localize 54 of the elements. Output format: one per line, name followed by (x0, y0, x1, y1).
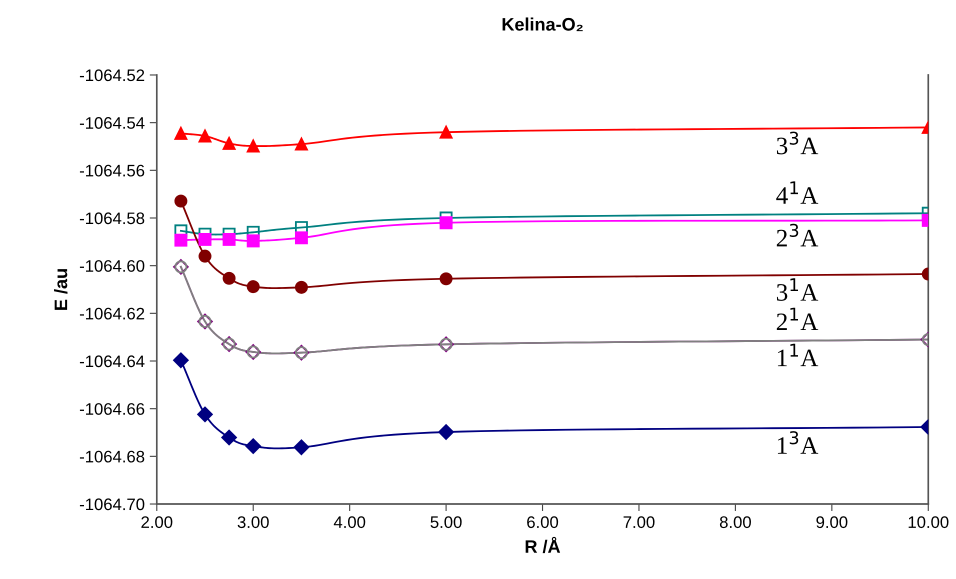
point (222, 232, 236, 246)
point (174, 234, 188, 247)
x-tick-label: 7.00 (624, 516, 655, 528)
y-tick-label: -1064.70 (80, 498, 144, 510)
series-label: 3$^{1}$A (776, 278, 818, 301)
x-tick-label: 4.00 (334, 516, 366, 528)
x-tick-label: 6.00 (527, 516, 558, 528)
point (174, 194, 188, 208)
series-label: 1$^{1}$A (778, 344, 818, 366)
x-tick-label: 2.00 (141, 516, 172, 528)
y-tick-label: -1064.56 (80, 164, 144, 177)
y-tick-label: -1064.52 (80, 69, 144, 82)
x-tick-label: 9.00 (816, 516, 848, 528)
y-tick-label: -1064.62 (80, 308, 144, 320)
point (440, 126, 453, 139)
point (246, 140, 260, 152)
series-label: 2$^{3}$A (776, 224, 818, 246)
point (222, 272, 236, 285)
point (294, 231, 308, 244)
point (294, 440, 310, 456)
point (245, 438, 261, 454)
point (198, 130, 212, 142)
point (294, 138, 308, 151)
y-tick-label: -1064.66 (80, 403, 144, 415)
y-tick-label: -1064.68 (80, 450, 144, 463)
x-tick-label: 8.00 (720, 516, 751, 528)
point (197, 406, 213, 422)
x-axis-title: R /Å (526, 536, 560, 554)
x-tick-label: 10.00 (908, 516, 948, 528)
y-axis-title: E /au (54, 269, 68, 310)
point (440, 216, 453, 230)
point (198, 232, 212, 246)
y-tick-label: -1064.54 (80, 117, 144, 129)
point (246, 280, 260, 294)
point (173, 352, 189, 368)
point (222, 136, 236, 150)
y-tick-label: -1064.64 (80, 355, 144, 368)
y-tick-label: -1064.60 (80, 260, 144, 272)
point (246, 234, 260, 248)
x-tick-label: 3.00 (238, 516, 269, 528)
point (294, 221, 308, 234)
point (221, 430, 237, 446)
series-label: 3$^{3}$A (776, 132, 818, 154)
point (440, 272, 453, 286)
x-tick-label: 5.00 (430, 516, 462, 528)
point (294, 280, 308, 294)
point (438, 424, 454, 440)
series-label: 1$^{3}$A (778, 431, 818, 454)
point (174, 126, 188, 140)
chart-title: Kelina-O₂ (502, 17, 583, 32)
series-label: 2$^{1}$A (776, 308, 818, 330)
point (198, 250, 212, 263)
series-label: 4$^{1}$A (776, 181, 818, 204)
y-tick-label: -1064.58 (80, 212, 144, 224)
